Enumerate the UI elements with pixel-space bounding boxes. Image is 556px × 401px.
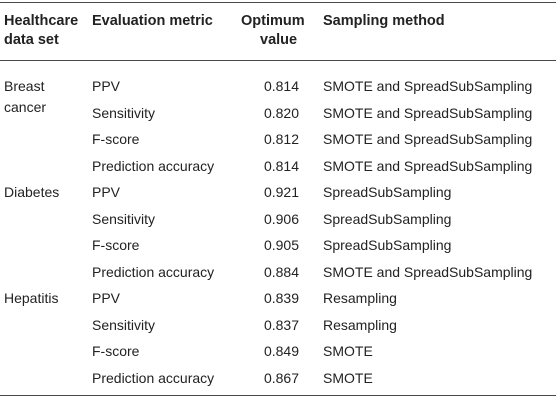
header-method: Sampling method xyxy=(323,13,445,29)
value-cell: 0.837 xyxy=(263,316,299,333)
metric-cell: F-score xyxy=(92,131,140,147)
metric-cell: F-score xyxy=(92,237,140,253)
metric-cell: Sensitivity xyxy=(92,104,156,121)
value-cell: 0.906 xyxy=(263,210,299,227)
dataset-label: Breast xyxy=(4,78,45,94)
method-cell: SMOTE xyxy=(323,343,373,359)
dataset-label: Diabetes xyxy=(4,184,60,200)
metric-cell: PPV xyxy=(92,78,121,94)
method-cell: SMOTE and SpreadSubSampling xyxy=(323,263,533,280)
metric-cell: F-score xyxy=(92,343,140,359)
bottom-rule xyxy=(0,395,556,396)
metric-cell: PPV xyxy=(92,290,121,306)
metric-cell: Sensitivity xyxy=(92,210,156,227)
method-cell: SpreadSubSampling xyxy=(323,237,452,253)
method-cell: SMOTE and SpreadSubSampling xyxy=(323,131,533,147)
method-cell: SMOTE xyxy=(323,369,373,386)
value-cell: 0.839 xyxy=(263,290,299,306)
metric-cell: Prediction accuracy xyxy=(92,263,215,280)
method-cell: Resampling xyxy=(323,316,397,333)
dataset-label: Hepatitis xyxy=(4,290,59,306)
header-value-line2: value xyxy=(260,32,298,48)
method-cell: SMOTE and SpreadSubSampling xyxy=(323,157,533,174)
metric-cell: PPV xyxy=(92,184,121,200)
value-cell: 0.820 xyxy=(263,104,299,121)
value-cell: 0.812 xyxy=(263,131,299,147)
value-cell: 0.867 xyxy=(263,369,299,386)
metric-cell: Prediction accuracy xyxy=(92,157,215,174)
value-cell: 0.814 xyxy=(263,78,299,94)
value-cell: 0.921 xyxy=(263,184,299,200)
header-metric: Evaluation metric xyxy=(92,13,213,29)
top-rule xyxy=(0,2,556,3)
value-cell: 0.884 xyxy=(263,263,299,280)
method-cell: Resampling xyxy=(323,290,397,306)
metric-cell: Sensitivity xyxy=(92,316,156,333)
header-rule xyxy=(0,60,556,61)
method-cell: SpreadSubSampling xyxy=(323,184,452,200)
value-cell: 0.905 xyxy=(263,237,299,253)
header-dataset-line2: data set xyxy=(4,32,59,48)
value-cell: 0.814 xyxy=(263,157,299,174)
metric-cell: Prediction accuracy xyxy=(92,369,215,386)
method-cell: SMOTE and SpreadSubSampling xyxy=(323,104,533,121)
value-cell: 0.849 xyxy=(263,343,299,359)
method-cell: SpreadSubSampling xyxy=(323,210,452,227)
method-cell: SMOTE and SpreadSubSampling xyxy=(323,78,533,94)
dataset-label-line2: cancer xyxy=(4,99,47,115)
header-dataset-line1: Healthcare xyxy=(4,13,79,29)
header-value-line1: Optimum xyxy=(241,13,305,29)
